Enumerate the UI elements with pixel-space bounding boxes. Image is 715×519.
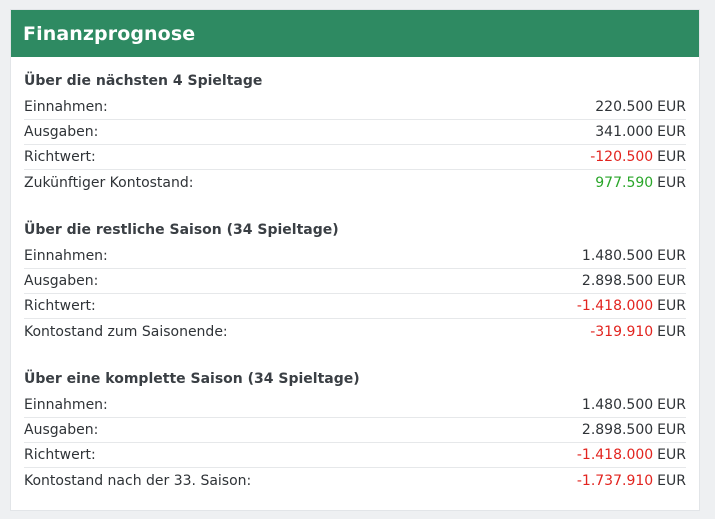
row-currency: EUR [657,323,686,340]
row-amount: -120.500 EUR [590,149,686,165]
row-value: 2.898.500 [581,273,654,289]
row-currency: EUR [657,447,686,463]
section-next-4-matchdays: Über die nächsten 4 Spieltage Einnahmen:… [24,71,686,195]
row-currency: EUR [657,149,686,165]
row-currency: EUR [657,99,686,115]
row-future-balance: Zukünftiger Kontostand: 977.590 EUR [24,170,686,195]
row-expenses: Ausgaben: 2.898.500 EUR [24,418,686,443]
row-guideline: Richtwert: -120.500 EUR [24,145,686,170]
row-currency: EUR [657,273,686,289]
row-amount: 1.480.500 EUR [582,397,686,413]
row-expenses: Ausgaben: 341.000 EUR [24,120,686,145]
row-expenses: Ausgaben: 2.898.500 EUR [24,269,686,294]
row-amount: 220.500 EUR [595,99,686,115]
row-label: Kontostand nach der 33. Saison: [24,472,252,489]
row-amount: 1.480.500 EUR [582,248,686,264]
row-list: Einnahmen: 220.500 EUR Ausgaben: 341.000 E… [24,95,686,195]
row-amount: -1.418.000 EUR [577,447,686,463]
row-currency: EUR [657,174,686,191]
row-value: -120.500 [590,149,654,165]
row-label: Einnahmen: [24,99,108,115]
row-value: -1.418.000 [576,447,654,463]
row-list: Einnahmen: 1.480.500 EUR Ausgaben: 2.898.… [24,244,686,344]
row-label: Ausgaben: [24,124,99,140]
panel-title: Finanzprognose [11,10,699,57]
section-full-season: Über eine komplette Saison (34 Spieltage… [24,369,686,493]
row-currency: EUR [657,298,686,314]
row-amount: -319.910 EUR [590,324,686,340]
row-amount: -1.737.910 EUR [577,473,686,489]
row-label: Einnahmen: [24,248,108,264]
row-guideline: Richtwert: -1.418.000 EUR [24,294,686,319]
panel-body: Über die nächsten 4 Spieltage Einnahmen:… [11,57,699,493]
row-label: Einnahmen: [24,397,108,413]
row-currency: EUR [657,124,686,140]
row-value: 341.000 [595,124,654,140]
row-label: Ausgaben: [24,422,99,438]
row-list: Einnahmen: 1.480.500 EUR Ausgaben: 2.898.… [24,393,686,493]
section-title: Über eine komplette Saison (34 Spieltage… [24,371,360,387]
row-income: Einnahmen: 220.500 EUR [24,95,686,120]
row-value: 977.590 [595,174,654,191]
section-title: Über die restliche Saison (34 Spieltage) [24,222,339,238]
row-label: Ausgaben: [24,273,99,289]
row-value: 1.480.500 [581,248,654,264]
row-label: Richtwert: [24,149,96,165]
row-label: Richtwert: [24,447,96,463]
row-amount: -1.418.000 EUR [577,298,686,314]
row-currency: EUR [657,248,686,264]
section-title: Über die nächsten 4 Spieltage [24,73,263,89]
row-guideline: Richtwert: -1.418.000 EUR [24,443,686,468]
row-value: -319.910 [590,323,654,340]
row-amount: 341.000 EUR [595,124,686,140]
row-income: Einnahmen: 1.480.500 EUR [24,393,686,418]
finance-forecast-panel: Finanzprognose Über die nächsten 4 Spiel… [10,9,700,511]
row-value: 220.500 [595,99,654,115]
row-season-end-balance: Kontostand zum Saisonende: -319.910 EUR [24,319,686,344]
row-value: 2.898.500 [581,422,654,438]
row-label: Zukünftiger Kontostand: [24,174,194,191]
row-balance-after-season-33: Kontostand nach der 33. Saison: -1.737.9… [24,468,686,493]
row-label: Kontostand zum Saisonende: [24,323,228,340]
row-amount: 2.898.500 EUR [582,422,686,438]
row-value: -1.737.910 [576,472,654,489]
row-currency: EUR [657,397,686,413]
row-amount: 977.590 EUR [595,175,686,191]
row-amount: 2.898.500 EUR [582,273,686,289]
row-value: 1.480.500 [581,397,654,413]
row-currency: EUR [657,472,686,489]
row-income: Einnahmen: 1.480.500 EUR [24,244,686,269]
section-rest-of-season: Über die restliche Saison (34 Spieltage)… [24,220,686,344]
row-currency: EUR [657,422,686,438]
row-label: Richtwert: [24,298,96,314]
row-value: -1.418.000 [576,298,654,314]
